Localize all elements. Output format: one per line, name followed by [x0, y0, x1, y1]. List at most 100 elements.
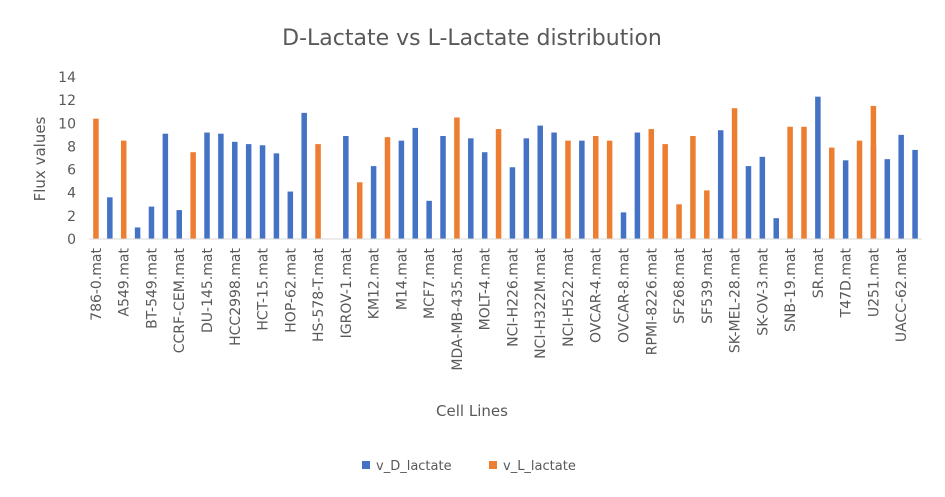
bar-v-D-lactate	[426, 200, 432, 239]
bar-v-D-lactate	[259, 145, 266, 239]
bar-v-D-lactate	[537, 125, 543, 239]
x-tick-label: IGROV-1.mat	[339, 247, 355, 338]
bar-v-L-lactate	[120, 140, 127, 239]
bar-v-L-lactate	[606, 140, 613, 239]
bar-v-D-lactate	[815, 96, 821, 239]
x-tick-label: HOP-62.mat	[283, 248, 299, 333]
bar-v-L-lactate	[676, 204, 682, 239]
bar-v-L-lactate	[856, 140, 863, 239]
y-tick-label: 6	[67, 163, 76, 179]
x-tick-label: DU-145.mat	[200, 248, 216, 333]
bar-v-D-lactate	[773, 218, 779, 239]
bar-v-D-lactate	[370, 166, 377, 239]
legend-swatch	[489, 461, 497, 469]
legend-swatch	[362, 461, 370, 469]
bar-v-L-lactate	[787, 126, 793, 239]
bar-v-L-lactate	[384, 137, 391, 239]
x-axis-title: Cell Lines	[436, 402, 508, 420]
bar-v-D-lactate	[551, 132, 557, 239]
x-tick-label: NCI-H322M.mat	[533, 247, 549, 358]
bar-v-D-lactate	[717, 130, 724, 239]
bar-v-D-lactate	[412, 127, 419, 239]
x-tick-label: SF268.mat	[672, 248, 688, 324]
bar-v-D-lactate	[884, 159, 891, 239]
y-tick-label: 14	[58, 70, 76, 86]
bar-v-D-lactate	[398, 140, 405, 239]
bar-v-D-lactate	[440, 136, 446, 239]
bar-v-L-lactate	[648, 129, 655, 239]
bar-v-L-lactate	[801, 126, 807, 239]
bar-v-L-lactate	[190, 152, 196, 239]
bar-v-D-lactate	[745, 166, 752, 239]
y-tick-label: 8	[67, 139, 76, 155]
x-tick-label: HS-578-T.mat	[311, 248, 327, 343]
x-tick-label: 786-0.mat	[89, 247, 105, 320]
bar-v-L-lactate	[495, 129, 502, 239]
bar-v-D-lactate	[620, 212, 627, 239]
x-tick-label: SK-MEL-28.mat	[728, 247, 744, 353]
x-tick-label: KM12.mat	[367, 247, 383, 319]
bar-v-D-lactate	[481, 152, 488, 239]
bar-v-D-lactate	[162, 133, 169, 239]
bar-v-D-lactate	[301, 112, 307, 239]
bar-v-D-lactate	[343, 136, 349, 239]
bar-v-L-lactate	[829, 147, 835, 239]
x-tick-label: HCC2998.mat	[228, 248, 244, 346]
x-tick-label: MOLT-4.mat	[478, 247, 494, 330]
bar-v-D-lactate	[912, 149, 918, 239]
x-tick-label: M14.mat	[394, 248, 410, 311]
x-tick-label: A549.mat	[117, 248, 133, 317]
legend: v_D_lactate v_L_lactate	[362, 459, 576, 474]
y-axis-ticks: 0 2 4 6 8 10 12 14	[58, 70, 76, 248]
y-tick-label: 4	[67, 186, 76, 202]
bar-v-D-lactate	[523, 138, 530, 239]
bar-v-D-lactate	[232, 141, 238, 239]
bar-v-D-lactate	[898, 134, 904, 239]
y-tick-label: 12	[58, 93, 76, 109]
bar-v-D-lactate	[842, 160, 849, 239]
y-tick-label: 0	[67, 232, 76, 248]
chart-title: D-Lactate vs L-Lactate distribution	[282, 26, 662, 51]
bar-v-D-lactate	[468, 138, 474, 239]
bar-v-D-lactate	[509, 167, 516, 239]
bar-v-D-lactate	[634, 132, 641, 239]
bar-v-L-lactate	[731, 108, 738, 240]
x-tick-label: UACC-62.mat	[894, 247, 910, 342]
bar-v-D-lactate	[245, 144, 252, 239]
y-axis-title: Flux values	[31, 116, 49, 201]
x-tick-label: CCRF-CEM.mat	[172, 248, 188, 354]
legend-label: v_D_lactate	[376, 459, 452, 474]
x-tick-label: NCI-H226.mat	[505, 247, 521, 346]
x-tick-label: OVCAR-8.mat	[617, 247, 633, 342]
bar-v-L-lactate	[356, 182, 363, 239]
x-tick-label: MDA-MB-435.mat	[450, 248, 466, 371]
x-tick-label: SK-OV-3.mat	[755, 247, 771, 335]
bar-v-D-lactate	[579, 140, 585, 239]
bar-v-D-lactate	[287, 191, 294, 239]
bar-v-D-lactate	[273, 153, 280, 239]
x-tick-label: SNB-19.mat	[783, 248, 799, 332]
x-tick-label: BT-549.mat	[144, 248, 160, 329]
y-tick-label: 2	[67, 209, 76, 225]
bar-v-D-lactate	[759, 156, 766, 239]
bar-v-D-lactate	[204, 132, 210, 239]
bar-v-L-lactate	[690, 136, 696, 239]
x-tick-label: OVCAR-4.mat	[589, 247, 605, 342]
bar-v-L-lactate	[704, 190, 710, 239]
bar-v-D-lactate	[218, 133, 224, 239]
bar-v-D-lactate	[134, 227, 141, 239]
x-tick-label: U251.mat	[866, 247, 882, 317]
x-tick-label: HCT-15.mat	[256, 247, 272, 330]
bar-v-D-lactate	[148, 206, 155, 239]
x-tick-label: SF539.mat	[700, 248, 716, 324]
legend-label: v_L_lactate	[503, 459, 576, 474]
bar-v-L-lactate	[93, 118, 99, 239]
y-tick-label: 10	[58, 116, 76, 132]
bar-v-L-lactate	[454, 117, 460, 239]
x-tick-label: MCF7.mat	[422, 248, 438, 319]
bars	[93, 96, 918, 240]
bar-v-L-lactate	[592, 136, 599, 239]
x-tick-label: T47D.mat	[839, 247, 855, 318]
x-tick-label: NCI-H522.mat	[561, 247, 577, 346]
